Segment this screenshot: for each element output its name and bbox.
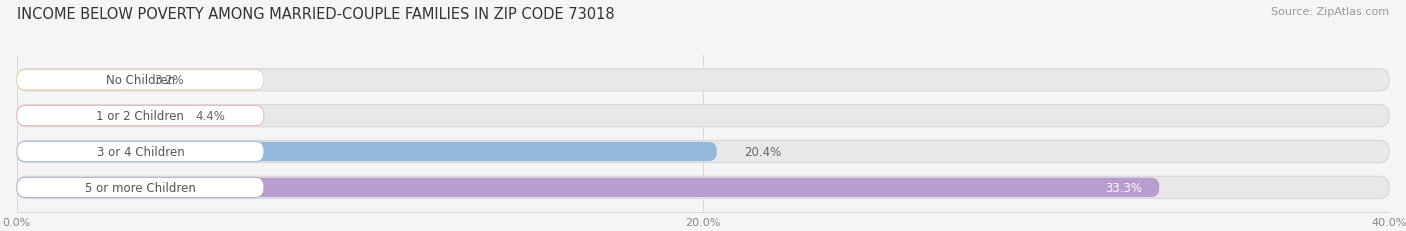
FancyBboxPatch shape [17,70,264,90]
FancyBboxPatch shape [17,142,717,161]
Text: 3.2%: 3.2% [155,74,184,87]
FancyBboxPatch shape [17,178,1160,197]
Text: 3 or 4 Children: 3 or 4 Children [97,145,184,158]
FancyBboxPatch shape [17,106,167,126]
FancyBboxPatch shape [17,178,264,198]
Text: 33.3%: 33.3% [1105,181,1142,194]
FancyBboxPatch shape [17,141,1389,163]
FancyBboxPatch shape [17,71,127,90]
Text: 20.4%: 20.4% [744,145,782,158]
Text: No Children: No Children [105,74,174,87]
FancyBboxPatch shape [17,105,1389,127]
Text: Source: ZipAtlas.com: Source: ZipAtlas.com [1271,7,1389,17]
Text: 5 or more Children: 5 or more Children [84,181,195,194]
FancyBboxPatch shape [17,69,1389,91]
FancyBboxPatch shape [17,176,1389,199]
Text: 4.4%: 4.4% [195,110,225,123]
FancyBboxPatch shape [17,106,264,126]
Text: 1 or 2 Children: 1 or 2 Children [97,110,184,123]
FancyBboxPatch shape [17,142,264,162]
Text: INCOME BELOW POVERTY AMONG MARRIED-COUPLE FAMILIES IN ZIP CODE 73018: INCOME BELOW POVERTY AMONG MARRIED-COUPL… [17,7,614,22]
